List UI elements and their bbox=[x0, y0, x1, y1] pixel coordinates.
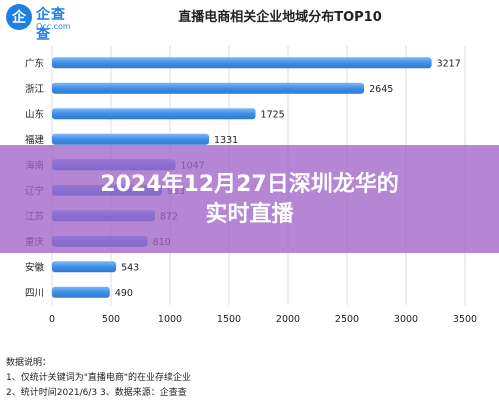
x-tick-label: 0 bbox=[49, 314, 55, 325]
value-label: 490 bbox=[115, 288, 133, 299]
qcc-logo-icon: 企 bbox=[6, 4, 32, 30]
x-tick-label: 3000 bbox=[394, 314, 418, 325]
notes-heading: 数据说明： bbox=[6, 358, 52, 368]
x-tick-label: 1500 bbox=[217, 314, 241, 325]
category-label: 四川 bbox=[25, 288, 44, 299]
category-label: 山东 bbox=[25, 108, 44, 120]
headline: 2024年12月27日深圳龙华的 实时直播 bbox=[0, 170, 499, 230]
headline-line-1: 2024年12月27日深圳龙华的 bbox=[100, 172, 399, 197]
bar bbox=[52, 133, 210, 145]
notes-line-2: 2、统计时间2021/6/3 3、数据来源：企查查 bbox=[6, 388, 187, 398]
bar bbox=[52, 82, 365, 94]
bar bbox=[52, 286, 110, 298]
bar bbox=[52, 57, 432, 69]
chart-title: 直播电商相关企业地域分布TOP10 bbox=[178, 10, 382, 25]
x-tick-label: 2000 bbox=[276, 314, 300, 325]
value-label: 1331 bbox=[214, 135, 238, 146]
category-label: 浙江 bbox=[25, 83, 45, 95]
data-notes: 数据说明： 1、仅统计关键词为"直播电商"的在业存续企业 2、统计时间2021/… bbox=[6, 356, 191, 401]
notes-line-1: 1、仅统计关键词为"直播电商"的在业存续企业 bbox=[6, 373, 192, 383]
category-label: 广东 bbox=[25, 57, 44, 69]
qcc-logo-name: 企查查 bbox=[36, 7, 66, 43]
x-tick-label: 500 bbox=[102, 314, 120, 325]
category-label: 安徽 bbox=[25, 261, 45, 273]
bar bbox=[52, 261, 117, 273]
category-label: 福建 bbox=[25, 134, 45, 146]
x-tick-label: 1000 bbox=[158, 314, 182, 325]
qcc-logo-domain: Qcc.com bbox=[36, 22, 71, 31]
x-tick-label: 2500 bbox=[335, 314, 359, 325]
value-label: 1725 bbox=[261, 109, 285, 120]
bar bbox=[52, 108, 256, 120]
value-label: 3217 bbox=[437, 58, 461, 69]
x-tick-label: 3500 bbox=[453, 314, 477, 325]
headline-overlay bbox=[0, 145, 499, 253]
value-label: 2645 bbox=[369, 84, 393, 95]
headline-line-2: 实时直播 bbox=[205, 202, 294, 227]
qcc-logo: 企 企查查 Qcc.com bbox=[6, 2, 76, 43]
value-label: 543 bbox=[121, 262, 139, 273]
